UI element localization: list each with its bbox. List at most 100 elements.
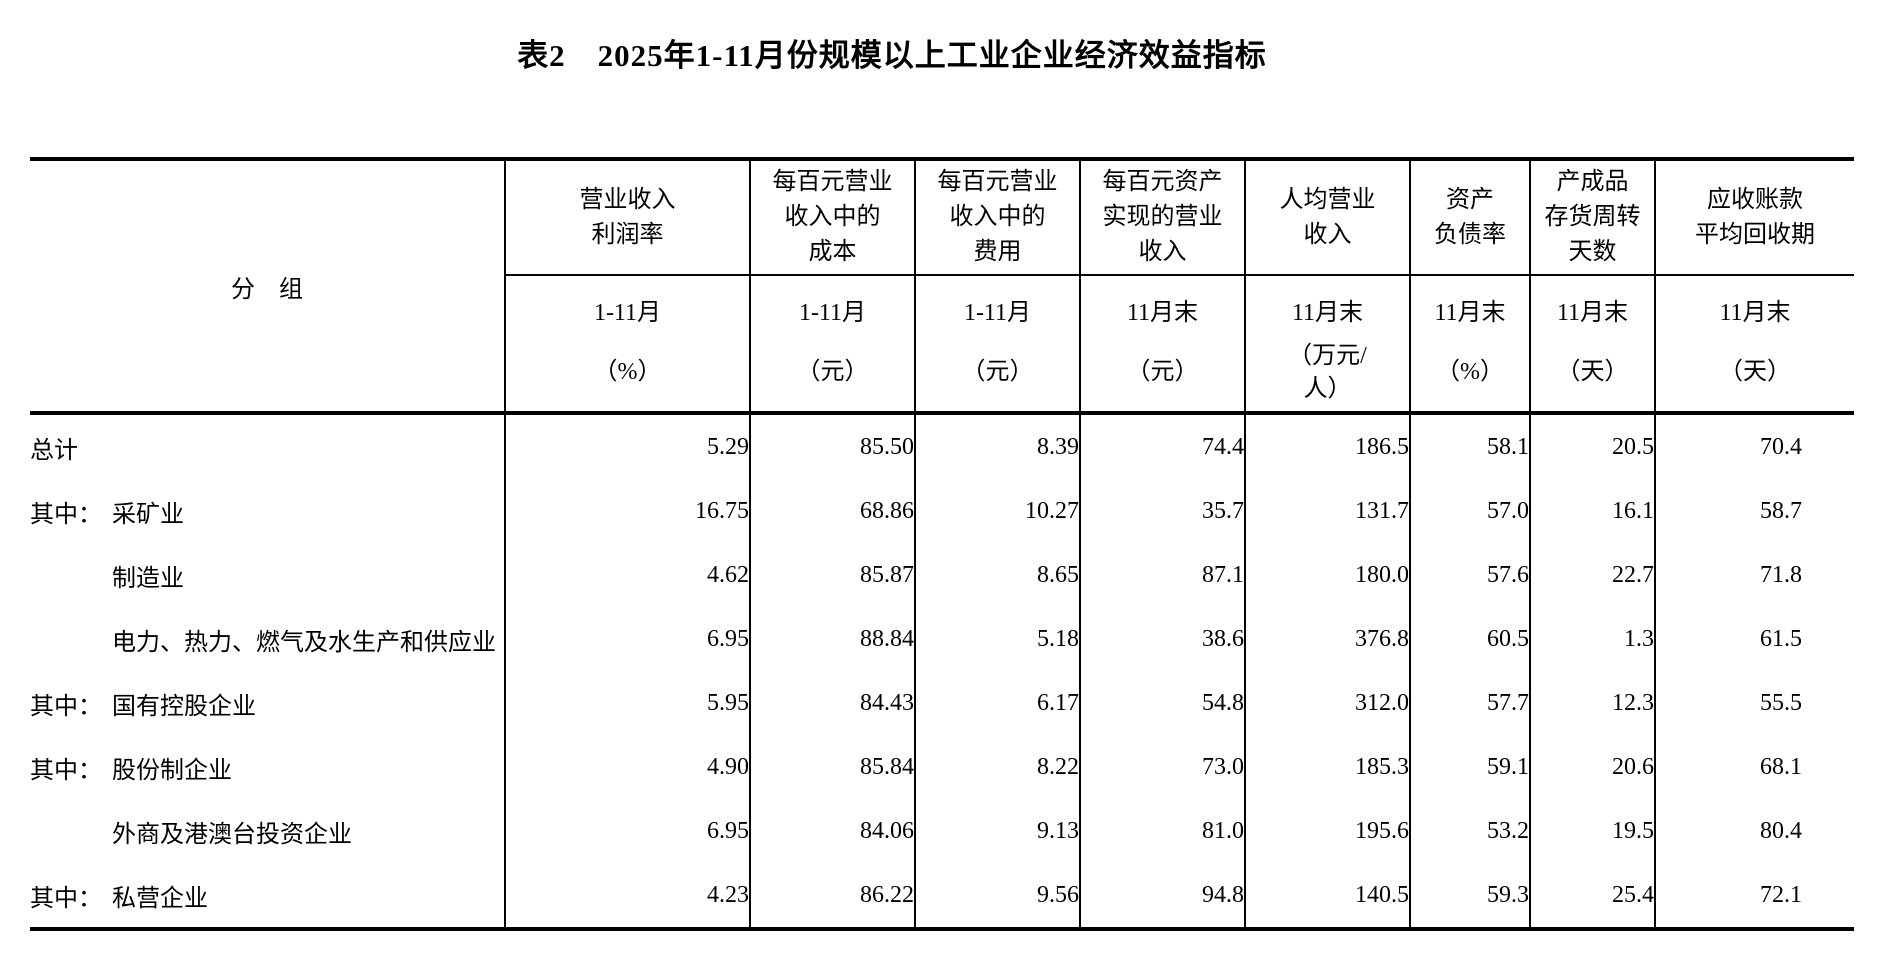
column-period: 1-11月 [963,300,1032,326]
value-cell: 68.1 [1654,735,1854,799]
value-cell: 85.84 [749,735,915,799]
row-label-cell: 其中： 国有控股企业 [30,671,505,735]
value-cell: 4.62 [504,543,750,607]
column-title-line: 收入中的 [949,204,1046,230]
column-title-line: 产成品 [1556,169,1629,195]
value-cell: 5.18 [914,607,1080,671]
value-cell: 8.22 [914,735,1080,799]
value-cell: 88.84 [749,607,915,671]
column-title-line: 平均回收期 [1695,221,1815,248]
row-label: 股份制企业 [112,757,232,784]
value-cell: 94.8 [1079,863,1245,929]
table-row: 其中： 股份制企业 4.90 85.84 8.22 73.0 185.3 59.1 20.6 68… [30,735,1854,799]
column-header: 应收账款 平均回收期 [1654,159,1854,276]
row-label-prefix: 其中： [30,757,102,784]
column-unit: （天） [1719,334,1791,411]
value-cell: 6.95 [504,607,750,671]
column-unit: （元） [962,334,1034,411]
row-label: 总计 [30,437,78,464]
value-cell: 57.0 [1409,479,1530,543]
column-period: 11月末 [1126,300,1199,326]
value-cell: 85.50 [749,413,915,479]
table-row: 其中： 私营企业 4.23 86.22 9.56 94.8 140.5 59.3 25.4 72.… [30,863,1854,929]
column-title-line: 实现的营业 [1102,204,1223,230]
column-period: 11月末 [1434,300,1506,326]
column-title-line: 营业收入 [579,186,676,213]
value-cell: 61.5 [1654,607,1854,671]
value-cell: 59.3 [1409,863,1530,929]
row-label: 采矿业 [112,501,184,528]
value-cell: 185.3 [1244,735,1410,799]
column-period: 11月末 [1719,300,1791,326]
value-cell: 6.17 [914,671,1080,735]
value-cell: 22.7 [1529,543,1655,607]
value-cell: 8.39 [914,413,1080,479]
column-title-line: 利润率 [591,221,664,248]
value-cell: 80.4 [1654,799,1854,863]
table-row: 其中： 采矿业 16.75 68.86 10.27 35.7 131.7 57.0 16.1 58… [30,479,1854,543]
value-cell: 35.7 [1079,479,1245,543]
column-title-line: 收入中的 [784,204,881,230]
row-label-prefix: 其中： [30,693,102,720]
column-unit: （元） [797,334,869,411]
value-cell: 72.1 [1654,863,1854,929]
table-row: 电力、热力、燃气及水生产和供应业 6.95 88.84 5.18 38.6 376.8 60… [30,607,1854,671]
row-label-cell: 总计 [30,413,505,479]
row-label-cell: 外商及港澳台投资企业 [30,799,505,863]
column-unit: （%） [594,334,662,411]
row-label-cell: 制造业 [30,543,505,607]
column-subheader: 1-11月 （元） [914,275,1080,413]
value-cell: 1.3 [1529,607,1655,671]
value-cell: 84.06 [749,799,915,863]
value-cell: 54.8 [1079,671,1245,735]
column-title-line: 费用 [973,239,1022,265]
table-row: 制造业 4.62 85.87 8.65 87.1 180.0 57.6 22.7 71.8 [30,543,1854,607]
value-cell: 6.95 [504,799,750,863]
column-unit-line: 人） [1303,375,1352,402]
value-cell: 53.2 [1409,799,1530,863]
column-period-unit: 11月末 （%） [1412,276,1529,411]
value-cell: 5.95 [504,671,750,735]
column-subheader: 11月末 （万元/人） [1244,275,1410,413]
row-label-cell: 其中： 私营企业 [30,863,505,929]
value-cell: 25.4 [1529,863,1655,929]
column-subheader: 11月末 （天） [1529,275,1655,413]
row-label-cell: 其中： 股份制企业 [30,735,505,799]
column-period: 11月末 [1556,300,1629,326]
value-cell: 81.0 [1079,799,1245,863]
value-cell: 74.4 [1079,413,1245,479]
row-label: 国有控股企业 [112,693,256,720]
column-title-line: 存货周转 [1544,204,1641,230]
column-title-line: 每百元营业 [772,169,893,195]
value-cell: 86.22 [749,863,915,929]
column-header: 每百元资产 实现的营业 收入 [1079,159,1245,276]
column-title-line: 资产 [1446,186,1494,213]
column-title-line: 人均营业 [1279,186,1376,213]
value-cell: 16.75 [504,479,750,543]
row-label-cell: 电力、热力、燃气及水生产和供应业 [30,607,505,671]
value-cell: 57.6 [1409,543,1530,607]
column-subheader: 1-11月 （元） [749,275,915,413]
column-title-line: 成本 [808,239,857,265]
value-cell: 195.6 [1244,799,1410,863]
column-header: 资产 负债率 [1409,159,1530,276]
row-label-prefix: 其中： [30,885,102,912]
value-cell: 5.29 [504,413,750,479]
value-cell: 70.4 [1654,413,1854,479]
column-title-line: 每百元资产 [1102,169,1223,195]
column-unit-line: （%） [593,359,662,385]
value-cell: 85.87 [749,543,915,607]
header-names-row: 分 组 营业收入 利润率 每百元营业 收入中的 成本 每百元营业 收入中的 费用 每百元资产 实现… [30,159,1854,303]
value-cell: 84.43 [749,671,915,735]
column-unit: （天） [1557,334,1629,411]
column-unit: （万元/人） [1288,334,1367,411]
column-subheader: 11月末 （元） [1079,275,1245,413]
row-label: 私营企业 [112,885,208,912]
value-cell: 186.5 [1244,413,1410,479]
value-cell: 8.65 [914,543,1080,607]
value-cell: 58.1 [1409,413,1530,479]
column-unit-line: （元） [961,359,1034,385]
value-cell: 10.27 [914,479,1080,543]
column-header: 人均营业 收入 [1244,159,1410,276]
